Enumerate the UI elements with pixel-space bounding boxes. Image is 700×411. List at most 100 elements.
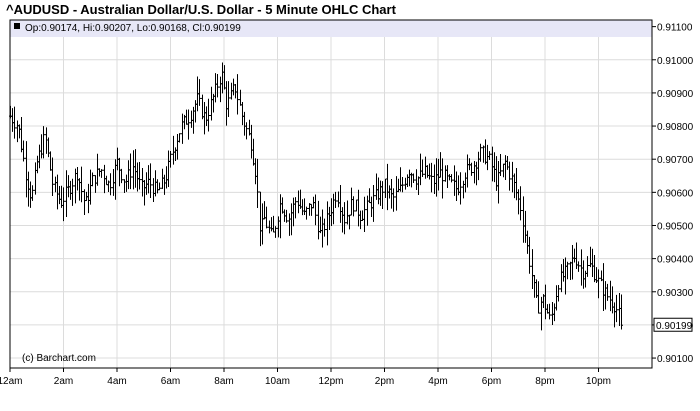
legend-high: Hi:0.90207 bbox=[83, 23, 132, 34]
ohlc-bar bbox=[42, 126, 45, 159]
ohlc-bar bbox=[13, 106, 16, 139]
legend-open: Op:0.90174 bbox=[25, 23, 78, 34]
x-tick-label: 4pm bbox=[428, 376, 447, 387]
chart-title: ^AUDUSD - Australian Dollar/U.S. Dollar … bbox=[6, 2, 397, 17]
ohlc-bar bbox=[459, 172, 462, 205]
ohlc-bar bbox=[274, 226, 277, 238]
x-tick-label: 12pm bbox=[318, 376, 343, 387]
x-tick-label: 8pm bbox=[535, 376, 554, 387]
ohlc-bar bbox=[216, 74, 219, 98]
ohlc-bar bbox=[548, 303, 551, 320]
ohlc-bar bbox=[412, 173, 415, 183]
ohlc-bar bbox=[138, 162, 141, 190]
legend-low: Lo:0.90168 bbox=[137, 23, 187, 34]
ohlc-bar bbox=[392, 188, 395, 212]
ohlc-bar bbox=[91, 172, 94, 187]
x-tick-label: 2pm bbox=[375, 376, 394, 387]
y-tick-label: 0.90500 bbox=[657, 221, 694, 232]
y-tick-label: 0.90700 bbox=[657, 155, 694, 166]
ohlc-bar bbox=[557, 285, 560, 302]
ohlc-bar bbox=[519, 186, 522, 221]
ohlc-bar bbox=[256, 158, 259, 208]
ohlc-bar bbox=[100, 169, 103, 178]
y-axis: 0.901000.902000.903000.904000.905000.906… bbox=[652, 23, 694, 365]
ohlc-bar bbox=[305, 206, 308, 220]
ohlc-bar bbox=[109, 173, 112, 196]
legend-marker-icon bbox=[14, 23, 20, 29]
x-tick-label: 8am bbox=[214, 376, 233, 387]
copyright-text: (c) Barchart.com bbox=[22, 353, 96, 364]
y-tick-label: 0.90100 bbox=[657, 354, 694, 365]
x-tick-label: 6am bbox=[161, 376, 180, 387]
ohlc-bar bbox=[528, 236, 531, 274]
ohlc-bar bbox=[620, 294, 623, 330]
y-tick-label: 0.91100 bbox=[657, 23, 693, 34]
last-price-marker: 0.90199 bbox=[653, 317, 693, 332]
ohlc-bar bbox=[343, 202, 346, 235]
x-tick-label: 10pm bbox=[586, 376, 611, 387]
ohlc-bar bbox=[488, 151, 491, 160]
ohlc-bar bbox=[120, 168, 123, 184]
ohlc-bar bbox=[334, 191, 337, 208]
ohlc-bar bbox=[265, 206, 268, 229]
x-axis: 12am 2am 4am 6am 8am 10am 12pm 2pm 4pm 6pm 8pm 10pm bbox=[0, 368, 611, 387]
last-price-box bbox=[653, 317, 693, 332]
y-tick-label: 0.90600 bbox=[657, 188, 694, 199]
ohlc-bar bbox=[158, 182, 161, 191]
y-tick-label: 0.90800 bbox=[657, 122, 694, 133]
grid-lines bbox=[9, 19, 653, 369]
ohlc-bar bbox=[381, 181, 384, 210]
ohlc-bar bbox=[441, 158, 444, 199]
ohlc-bars bbox=[9, 62, 623, 331]
ohlc-bar bbox=[71, 178, 74, 206]
ohlc-bar bbox=[363, 196, 366, 233]
ohlc-bar bbox=[207, 98, 210, 132]
x-tick-label: 2am bbox=[54, 376, 73, 387]
legend-band bbox=[10, 20, 652, 37]
ohlc-bar bbox=[51, 157, 54, 197]
ohlc-bar bbox=[508, 161, 511, 191]
ohlc-bar bbox=[450, 174, 453, 183]
ohlc-bar bbox=[169, 151, 172, 168]
ohlc-bar bbox=[149, 163, 152, 199]
x-tick-label: 6pm bbox=[482, 376, 501, 387]
ohlc-bar bbox=[479, 143, 482, 162]
ohlc-bar bbox=[372, 185, 375, 222]
svg-text:Op:0.90174, Hi:0.90207, Lo:0.9: Op:0.90174, Hi:0.90207, Lo:0.90168, Cl:0… bbox=[25, 23, 241, 34]
ohlc-bar bbox=[31, 185, 34, 201]
legend-close: Cl:0.90199 bbox=[192, 23, 241, 34]
ohlc-bar bbox=[22, 140, 25, 162]
ohlc-bar bbox=[245, 122, 248, 140]
ohlc-bar bbox=[597, 269, 600, 299]
last-price-label: 0.90199 bbox=[656, 321, 693, 332]
y-tick-label: 0.90300 bbox=[657, 288, 694, 299]
ohlc-bar bbox=[314, 194, 317, 226]
ohlc-bar bbox=[499, 153, 502, 177]
ohlc-bar bbox=[227, 81, 230, 117]
ohlc-bar bbox=[352, 196, 355, 217]
ohlc-bar bbox=[62, 187, 65, 222]
ohlc-bar bbox=[285, 209, 288, 223]
ohlc-bar bbox=[430, 162, 433, 193]
ohlc-bar bbox=[294, 197, 297, 219]
ohlc-bar bbox=[586, 256, 589, 277]
ohlc-bar bbox=[566, 261, 569, 280]
ohlc-bar bbox=[198, 79, 201, 106]
ohlc-bar bbox=[178, 133, 181, 143]
x-tick-label: 10am bbox=[265, 376, 290, 387]
ohlc-bar bbox=[236, 74, 239, 115]
ohlc-bar bbox=[80, 166, 83, 203]
ohlc-bar bbox=[606, 283, 609, 301]
x-tick-label: 12am bbox=[0, 376, 23, 387]
ohlc-bar bbox=[323, 218, 326, 237]
ohlc-bar bbox=[421, 159, 424, 177]
ohlc-bar bbox=[615, 294, 618, 323]
ohlc-bar bbox=[401, 177, 404, 193]
y-tick-label: 0.90400 bbox=[657, 255, 694, 266]
y-tick-label: 0.90900 bbox=[657, 89, 694, 100]
ohlc-bar bbox=[470, 162, 473, 176]
ohlc-legend: Op:0.90174, Hi:0.90207, Lo:0.90168, Cl:0… bbox=[14, 23, 241, 34]
ohlc-bar bbox=[577, 261, 580, 272]
x-tick-label: 4am bbox=[107, 376, 126, 387]
